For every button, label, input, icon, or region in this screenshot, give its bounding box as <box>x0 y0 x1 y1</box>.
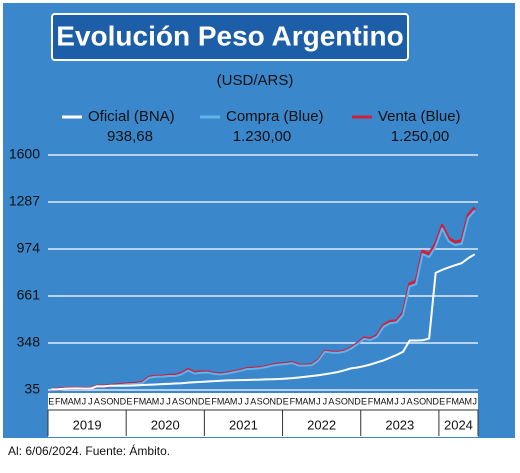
legend-value: 938,68 <box>107 128 153 145</box>
x-tick-label: M <box>451 396 459 406</box>
x-tick-label: M <box>217 396 225 406</box>
x-tick-label: A <box>381 396 387 406</box>
x-tick-label: A <box>459 396 465 406</box>
x-tick-label: A <box>407 396 413 406</box>
y-tick-label: 1600 <box>9 146 40 162</box>
year-label: 2021 <box>229 417 258 432</box>
x-tick-label: E <box>126 396 132 406</box>
x-tick-label: A <box>146 396 152 406</box>
x-tick-label: F <box>133 396 139 406</box>
year-label: 2022 <box>307 417 336 432</box>
x-tick-label: J <box>323 396 328 406</box>
x-tick-label: J <box>160 396 165 406</box>
x-tick-label: O <box>341 396 348 406</box>
x-tick-label: O <box>419 396 426 406</box>
year-label: 2019 <box>73 417 102 432</box>
chart-title: Evolución Peso Argentino <box>56 20 403 51</box>
year-label: 2020 <box>151 417 180 432</box>
x-tick-label: J <box>88 396 93 406</box>
x-tick-label: F <box>290 396 296 406</box>
y-tick-label: 348 <box>17 334 41 350</box>
x-tick-label: N <box>270 396 277 406</box>
x-tick-label: D <box>276 396 283 406</box>
title-box <box>51 13 409 61</box>
x-tick-label: S <box>257 396 263 406</box>
x-tick-label: J <box>472 396 477 406</box>
x-tick-label: E <box>439 396 445 406</box>
x-tick-label: M <box>308 396 316 406</box>
x-tick-label: M <box>230 396 238 406</box>
y-tick-label: 35 <box>24 381 40 397</box>
legend-label: Oficial (BNA) <box>88 108 175 125</box>
x-tick-label: N <box>348 396 355 406</box>
x-tick-label: F <box>446 396 452 406</box>
x-tick-label: E <box>361 396 367 406</box>
x-tick-label: N <box>113 396 120 406</box>
x-tick-label: A <box>302 396 308 406</box>
legend-value: 1.230,00 <box>233 128 291 145</box>
x-tick-label: D <box>120 396 127 406</box>
legend-label: Compra (Blue) <box>226 108 324 125</box>
x-tick-label: S <box>100 396 106 406</box>
x-tick-label: O <box>263 396 270 406</box>
y-tick-label: 974 <box>17 240 41 256</box>
x-tick-label: O <box>185 396 192 406</box>
x-tick-label: A <box>250 396 256 406</box>
year-label: 2023 <box>385 417 414 432</box>
panel <box>3 3 515 438</box>
series-line <box>51 253 476 391</box>
x-axis-band <box>48 393 478 437</box>
x-tick-label: D <box>354 396 361 406</box>
x-tick-label: J <box>244 396 249 406</box>
x-tick-label: A <box>68 396 74 406</box>
x-tick-label: D <box>432 396 439 406</box>
x-tick-label: J <box>316 396 321 406</box>
x-tick-label: A <box>328 396 334 406</box>
x-tick-label: F <box>211 396 217 406</box>
x-tick-label: M <box>373 396 381 406</box>
x-tick-label: M <box>74 396 82 406</box>
y-tick-label: 1287 <box>9 193 40 209</box>
x-tick-label: E <box>48 396 54 406</box>
legend-value: 1.250,00 <box>391 128 449 145</box>
x-tick-label: S <box>413 396 419 406</box>
x-tick-label: A <box>224 396 230 406</box>
x-tick-label: E <box>283 396 289 406</box>
x-tick-label: J <box>401 396 406 406</box>
x-tick-label: F <box>368 396 374 406</box>
x-tick-label: O <box>106 396 113 406</box>
x-tick-label: J <box>238 396 243 406</box>
x-tick-label: M <box>295 396 303 406</box>
chart-subtitle: (USD/ARS) <box>217 72 294 89</box>
x-tick-label: S <box>335 396 341 406</box>
x-tick-label: J <box>82 396 87 406</box>
x-tick-label: F <box>55 396 61 406</box>
x-tick-label: A <box>172 396 178 406</box>
footer: Al: 6/06/2024. Fuente: Ámbito. <box>8 443 170 458</box>
x-tick-label: M <box>139 396 147 406</box>
x-tick-label: M <box>61 396 69 406</box>
x-tick-label: M <box>386 396 394 406</box>
x-tick-label: J <box>394 396 399 406</box>
year-label: 2024 <box>444 417 473 432</box>
x-tick-label: E <box>205 396 211 406</box>
x-tick-label: N <box>191 396 198 406</box>
x-tick-label: D <box>198 396 205 406</box>
x-tick-label: M <box>464 396 472 406</box>
x-tick-label: S <box>179 396 185 406</box>
x-tick-label: N <box>426 396 433 406</box>
x-tick-label: J <box>166 396 171 406</box>
legend-label: Venta (Blue) <box>378 108 461 125</box>
x-tick-label: M <box>152 396 160 406</box>
x-tick-label: A <box>94 396 100 406</box>
y-tick-label: 661 <box>17 287 41 303</box>
